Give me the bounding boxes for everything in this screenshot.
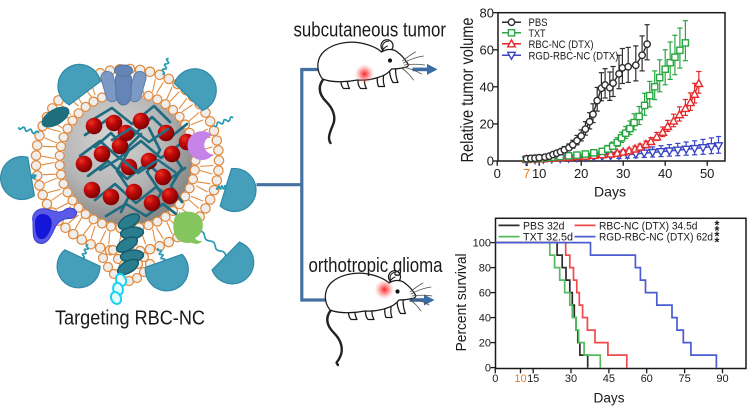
svg-text:80: 80 — [480, 5, 494, 20]
svg-text:40: 40 — [658, 166, 672, 181]
svg-text:PBS 32d: PBS 32d — [523, 220, 565, 232]
svg-text:0: 0 — [494, 166, 501, 181]
svg-text:0: 0 — [492, 373, 498, 385]
svg-text:PBS: PBS — [529, 17, 548, 29]
svg-text:30: 30 — [565, 373, 577, 385]
svg-text:Percent survival: Percent survival — [453, 253, 470, 351]
svg-text:0: 0 — [485, 363, 491, 375]
svg-text:10: 10 — [532, 166, 546, 181]
svg-text:20: 20 — [480, 117, 494, 132]
svg-text:*: * — [715, 235, 720, 249]
svg-text:45: 45 — [603, 373, 615, 385]
svg-text:10: 10 — [514, 373, 526, 385]
svg-text:RBC-NC (DTX): RBC-NC (DTX) — [529, 39, 594, 51]
svg-text:40: 40 — [480, 79, 494, 94]
svg-text:90: 90 — [716, 373, 728, 385]
svg-text:*: * — [715, 219, 720, 233]
svg-text:7: 7 — [523, 166, 530, 181]
svg-text:40: 40 — [479, 313, 491, 325]
svg-text:TXT: TXT — [529, 28, 546, 40]
svg-text:20: 20 — [479, 338, 491, 350]
svg-text:*: * — [715, 230, 720, 244]
svg-text:Days: Days — [594, 184, 626, 200]
svg-text:Targeting RBC-NC: Targeting RBC-NC — [55, 308, 205, 330]
svg-text:TXT 32.5d: TXT 32.5d — [523, 232, 573, 244]
svg-text:60: 60 — [480, 42, 494, 57]
svg-text:15: 15 — [527, 373, 539, 385]
svg-text:60: 60 — [479, 288, 491, 300]
svg-text:RBC-NC (DTX) 34.5d: RBC-NC (DTX) 34.5d — [599, 220, 698, 232]
svg-text:60: 60 — [641, 373, 653, 385]
svg-text:subcutaneous tumor: subcutaneous tumor — [294, 18, 447, 41]
svg-text:100: 100 — [473, 238, 491, 250]
svg-text:20: 20 — [574, 166, 588, 181]
svg-text:0: 0 — [487, 154, 494, 169]
svg-text:50: 50 — [700, 166, 714, 181]
svg-text:RGD-RBC-NC (DTX): RGD-RBC-NC (DTX) — [529, 50, 619, 62]
svg-text:30: 30 — [616, 166, 630, 181]
svg-text:Days: Days — [594, 391, 625, 406]
svg-text:Relative tumor volume: Relative tumor volume — [457, 18, 477, 163]
svg-text:RGD-RBC-NC (DTX) 62d: RGD-RBC-NC (DTX) 62d — [599, 232, 713, 244]
svg-text:80: 80 — [479, 263, 491, 275]
svg-text:75: 75 — [678, 373, 690, 385]
svg-text:*: * — [715, 224, 720, 238]
svg-text:orthotropic glioma: orthotropic glioma — [309, 254, 443, 277]
